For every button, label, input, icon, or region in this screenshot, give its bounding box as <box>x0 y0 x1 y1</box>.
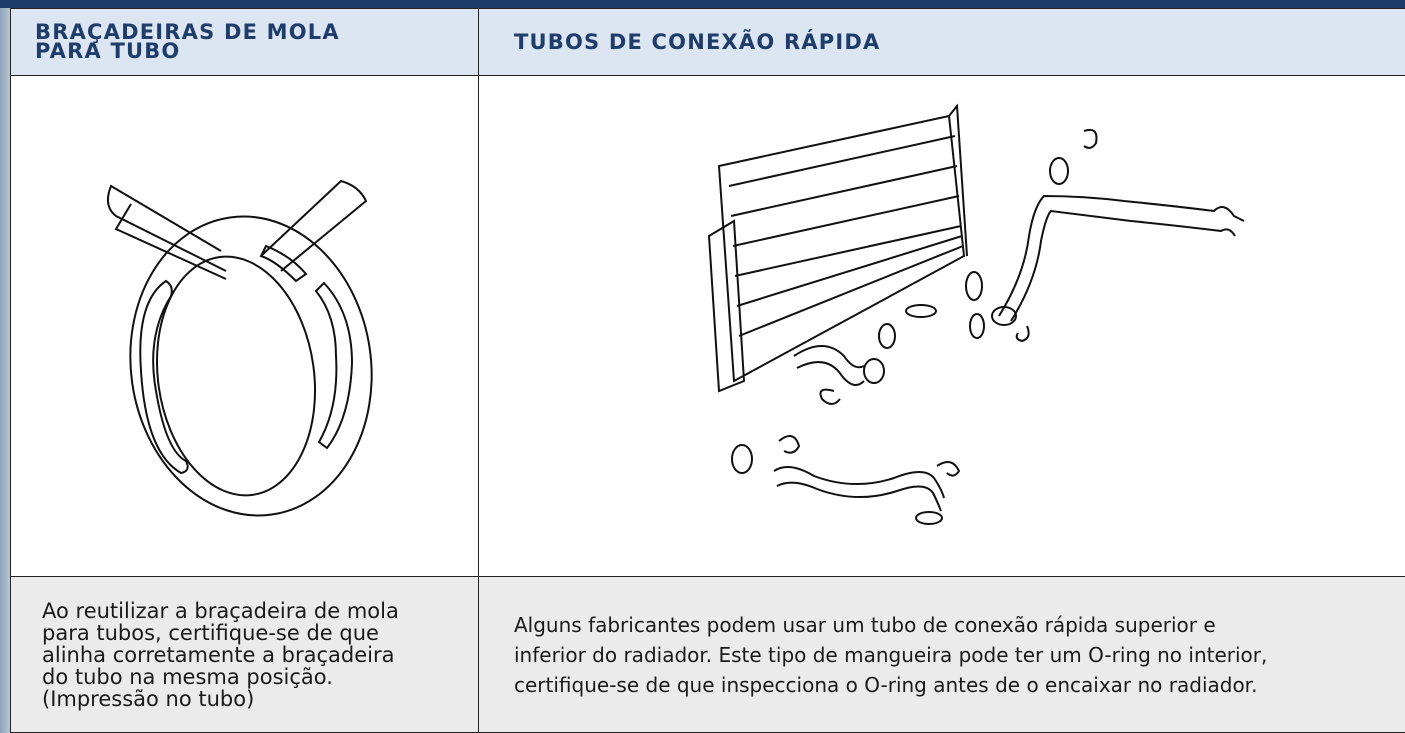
description-line: certifique-se de que inspecciona o O-rin… <box>514 672 1258 697</box>
column-header: BRAÇADEIRAS DE MOLA PARA TUBO <box>10 8 479 76</box>
column-header: TUBOS DE CONEXÃO RÁPIDA <box>478 8 1405 76</box>
spring-clamp-illustration <box>106 179 373 517</box>
image-cell <box>10 75 479 577</box>
comparison-table: BRAÇADEIRAS DE MOLA PARA TUBO TUBOS DE C… <box>10 8 1405 733</box>
radiator-hoses-illustration <box>707 103 1245 525</box>
description-row: Ao reutilizar a braçadeira de mola para … <box>10 576 1405 733</box>
description-line: (Impressão no tubo) <box>42 686 255 711</box>
description-line: inferior do radiador. Este tipo de mangu… <box>514 642 1268 667</box>
description-cell: Alguns fabricantes podem usar um tubo de… <box>478 576 1405 733</box>
description-line: para tubos, certifique-se de que <box>42 620 379 645</box>
description-cell: Ao reutilizar a braçadeira de mola para … <box>10 576 479 733</box>
description-line: do tubo na mesma posição. <box>42 664 333 689</box>
description-line: Alguns fabricantes podem usar um tubo de… <box>514 612 1216 637</box>
top-bar <box>0 0 1405 8</box>
header-row: BRAÇADEIRAS DE MOLA PARA TUBO TUBOS DE C… <box>10 8 1405 76</box>
image-cell <box>478 75 1405 577</box>
description-line: alinha corretamente a braçadeira <box>42 642 395 667</box>
image-row <box>10 75 1405 577</box>
description-line: Ao reutilizar a braçadeira de mola <box>42 598 399 623</box>
